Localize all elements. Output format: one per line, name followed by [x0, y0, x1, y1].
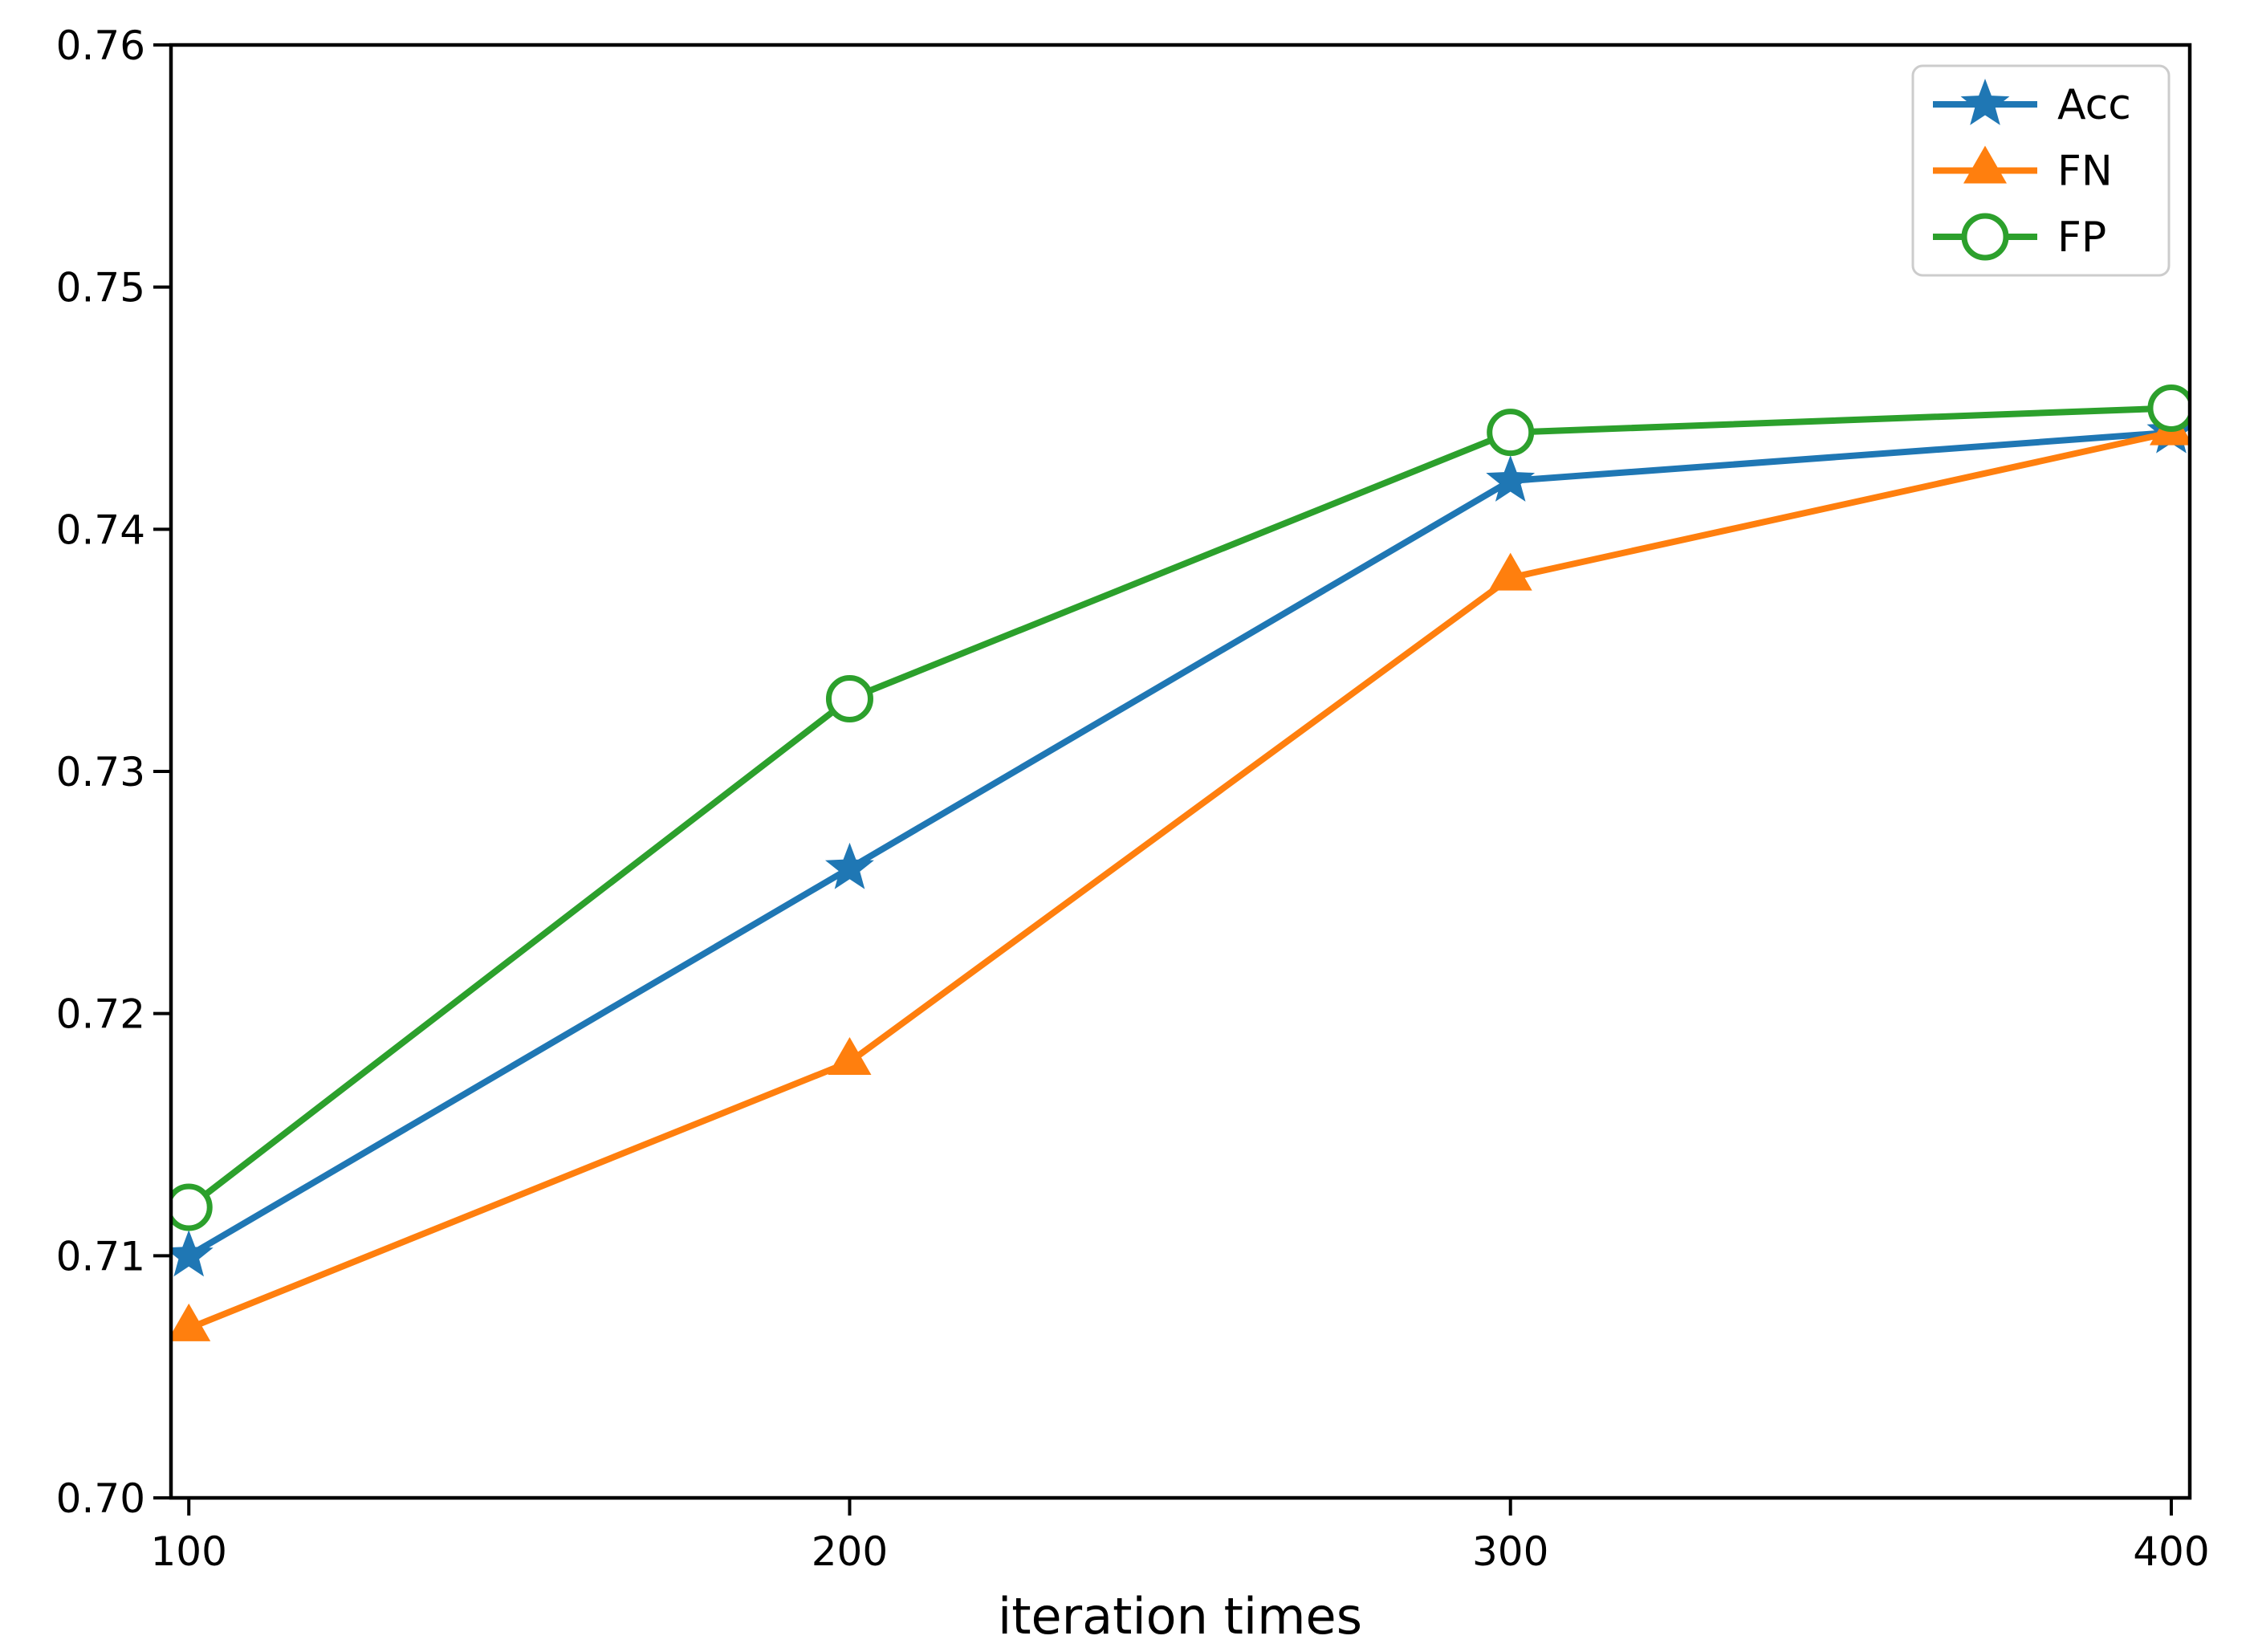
x-tick-label: 100	[151, 1528, 227, 1575]
acc-marker	[1486, 455, 1536, 502]
plot-border	[169, 43, 2192, 1500]
legend-label-fn: FN	[2057, 148, 2113, 196]
fp-marker	[2147, 385, 2190, 432]
y-tick-label: 0.74	[56, 507, 145, 553]
legend-triangle-icon	[1963, 145, 2007, 184]
y-tick-label: 0.72	[56, 991, 145, 1038]
acc-marker	[825, 842, 874, 889]
series-line-fn	[187, 429, 2172, 1332]
x-tick-label: 300	[1472, 1528, 1548, 1575]
legend-label-fp: FP	[2057, 214, 2106, 262]
legend-circle-open-icon	[1961, 213, 2009, 261]
y-tick-label: 0.71	[56, 1233, 145, 1280]
y-tick-label: 0.70	[56, 1475, 145, 1522]
series-group	[171, 385, 2190, 1341]
fp-marker	[1487, 409, 1535, 457]
fn-marker	[1488, 552, 1532, 591]
legend: Acc FN FP	[1911, 64, 2171, 277]
plot-area: 100 200 300 400 0.70 0.71 0.72 0.73 0.74 0.75 0.76…	[56, 22, 2210, 1575]
x-tick-label: 400	[2133, 1528, 2209, 1575]
series-line-fp	[186, 405, 2172, 1211]
acc-marker	[171, 1230, 214, 1277]
series-line-acc	[187, 429, 2172, 1259]
fp-marker	[825, 675, 873, 722]
legend-label-acc: Acc	[2057, 81, 2131, 129]
x-axis-label: iteration times	[998, 1587, 1362, 1646]
x-tick-label: 200	[812, 1528, 888, 1575]
y-tick-label: 0.73	[56, 749, 145, 795]
legend-star-icon	[1960, 79, 2010, 125]
fn-marker	[171, 1303, 211, 1341]
fn-marker	[828, 1037, 872, 1075]
y-tick-label: 0.76	[56, 22, 145, 69]
fp-marker	[171, 1183, 213, 1231]
y-tick-label: 0.75	[56, 265, 145, 311]
